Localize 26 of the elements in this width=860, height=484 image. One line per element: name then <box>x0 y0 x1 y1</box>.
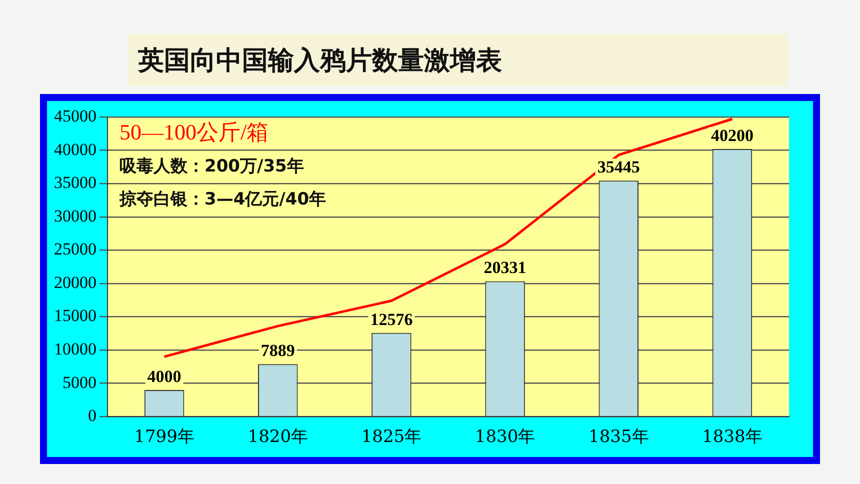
annotation: 50—100公斤/箱 <box>120 119 269 144</box>
y-tick-label: 45000 <box>54 106 96 126</box>
data-label: 40200 <box>710 126 754 145</box>
x-tick-label: 1799年 <box>134 427 194 448</box>
annotation: 吸毒人数：200万/35年 <box>120 156 304 176</box>
x-tick-label: 1835年 <box>588 427 649 448</box>
y-tick-label: 5000 <box>62 372 96 392</box>
y-tick-label: 30000 <box>54 206 96 226</box>
y-tick-label: 25000 <box>54 240 96 259</box>
y-tick-label: 10000 <box>54 339 96 358</box>
x-tick-label: 1825年 <box>361 427 422 448</box>
data-label: 20331 <box>484 258 526 278</box>
y-tick-label: 0 <box>88 406 96 426</box>
x-tick-label: 1820年 <box>248 427 308 448</box>
data-label: 12576 <box>370 310 413 329</box>
x-tick-label: 1838年 <box>702 427 762 448</box>
annotation: 掠夺白银：3—4亿元/40年 <box>118 190 326 210</box>
data-label: 7889 <box>260 340 295 360</box>
x-tick-label: 1830年 <box>474 427 536 448</box>
chart-title: 英国向中国输入鸦片数量激增表 <box>128 34 788 86</box>
data-label: 35445 <box>597 158 640 177</box>
data-label: 4000 <box>147 366 182 386</box>
y-tick-label: 15000 <box>54 306 96 326</box>
y-tick-label: 35000 <box>54 173 96 192</box>
y-tick-label: 40000 <box>54 140 96 159</box>
y-tick-label: 20000 <box>54 272 96 292</box>
